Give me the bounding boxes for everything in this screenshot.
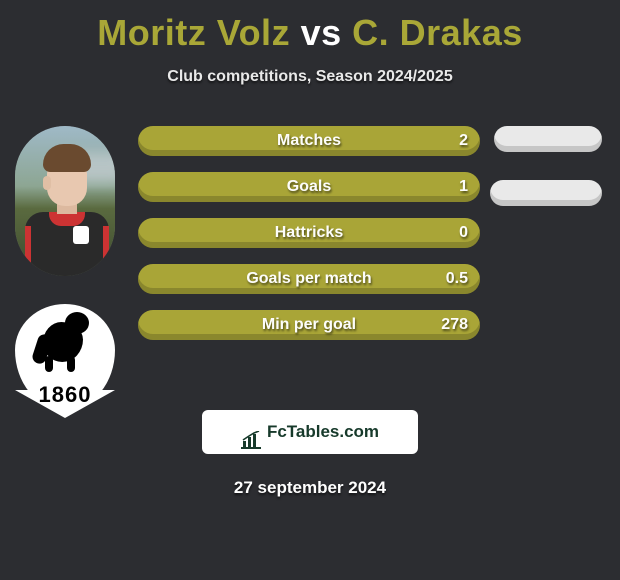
stat-label: Matches [138,126,480,156]
watermark: FcTables.com [202,410,418,454]
stat-row: Goals 1 [138,172,602,202]
stat-pill-p1: Goals per match 0.5 [138,264,480,294]
stat-value-p1: 1 [459,172,468,202]
stat-row: Min per goal 278 [138,310,602,340]
title-player2: C. Drakas [352,12,523,53]
content-area: 1860 Matches 2 Goals 1 Hattricks 0 [0,126,620,340]
stat-value-p1: 0.5 [446,264,468,294]
stat-row: Goals per match 0.5 [138,264,602,294]
title-vs: vs [301,12,342,53]
stat-label: Goals [138,172,480,202]
player1-avatar [15,126,115,276]
title-player1: Moritz Volz [97,12,290,53]
chart-icon [241,422,261,440]
stat-pill-p2 [494,126,602,152]
stat-pill-p2 [490,180,602,206]
left-column: 1860 [10,126,120,410]
date-text: 27 september 2024 [0,478,620,498]
stat-pill-p1: Matches 2 [138,126,480,156]
stat-value-p1: 2 [459,126,468,156]
stat-row: Matches 2 [138,126,602,156]
player1-club-logo: 1860 [15,304,115,410]
watermark-text: FcTables.com [267,422,379,441]
club-logo-year: 1860 [15,382,115,408]
stat-value-p1: 0 [459,218,468,248]
stat-pill-p1: Hattricks 0 [138,218,480,248]
stat-row: Hattricks 0 [138,218,602,248]
stat-label: Goals per match [138,264,480,294]
stat-pill-p1: Min per goal 278 [138,310,480,340]
page-title: Moritz Volz vs C. Drakas [0,0,620,54]
stat-value-p1: 278 [441,310,468,340]
stat-bars: Matches 2 Goals 1 Hattricks 0 Goal [138,126,602,340]
stat-label: Min per goal [138,310,480,340]
stat-label: Hattricks [138,218,480,248]
stat-pill-p1: Goals 1 [138,172,480,202]
subtitle: Club competitions, Season 2024/2025 [0,68,620,86]
